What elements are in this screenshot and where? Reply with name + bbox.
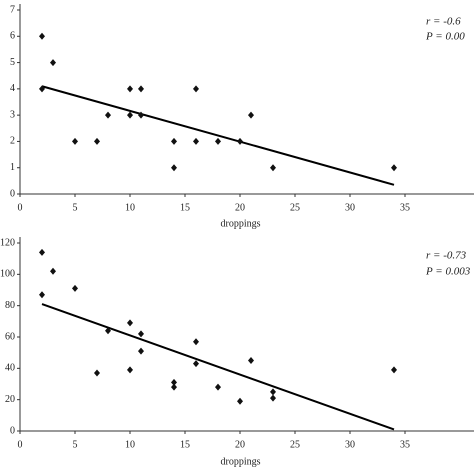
x-tick-label: 10 (125, 202, 135, 213)
y-tick-label: 3 (10, 109, 15, 120)
point (171, 164, 177, 172)
point (391, 164, 397, 172)
point (138, 330, 144, 338)
annotation: P = 0.003 (425, 266, 471, 278)
point (193, 85, 199, 93)
point (215, 383, 221, 391)
y-tick-label: 6 (10, 31, 15, 42)
x-tick-label: 35 (400, 202, 410, 213)
y-tick-label: 1 (10, 162, 15, 173)
y-tick-label: 0 (10, 188, 15, 199)
y-tick-label: 0 (10, 425, 15, 436)
x-tick-label: 15 (180, 202, 190, 213)
annotation: P = 0.00 (425, 31, 465, 43)
point (72, 284, 78, 292)
y-tick-label: 7 (10, 4, 15, 15)
x-tick-label: 0 (18, 202, 23, 213)
y-tick-label: 2 (10, 136, 15, 147)
point (237, 397, 243, 405)
point (138, 347, 144, 355)
trend-line (41, 303, 395, 431)
x-tick-label: 15 (180, 439, 190, 450)
point (39, 291, 45, 299)
x-tick-label: 35 (400, 439, 410, 450)
point (138, 111, 144, 119)
x-tick-label: 0 (18, 439, 23, 450)
x-tick-label: 20 (235, 202, 245, 213)
point (94, 369, 100, 377)
point (171, 378, 177, 386)
y-tick-label: 80 (5, 300, 15, 311)
x-tick-label: 25 (290, 202, 300, 213)
point (193, 338, 199, 346)
y-tick-label: 40 (5, 363, 15, 374)
point (171, 137, 177, 145)
x-tick-label: 5 (73, 202, 78, 213)
y-tick-label: 100 (0, 269, 15, 280)
point (105, 111, 111, 119)
point (248, 111, 254, 119)
point (127, 366, 133, 374)
x-axis-label: droppings (221, 218, 261, 229)
x-tick-label: 5 (73, 439, 78, 450)
y-tick-label: 5 (10, 57, 15, 68)
point (94, 137, 100, 145)
point (127, 111, 133, 119)
point (193, 137, 199, 145)
point (39, 85, 45, 93)
trend-line (41, 85, 395, 186)
point (39, 248, 45, 256)
point (127, 319, 133, 327)
point (138, 85, 144, 93)
x-tick-label: 30 (345, 439, 355, 450)
x-tick-label: 20 (235, 439, 245, 450)
point (270, 388, 276, 396)
point (237, 137, 243, 145)
point (391, 366, 397, 374)
point (127, 85, 133, 93)
x-tick-label: 30 (345, 202, 355, 213)
x-tick-label: 10 (125, 439, 135, 450)
point (50, 59, 56, 67)
x-tick-label: 25 (290, 439, 300, 450)
point (39, 32, 45, 40)
point (215, 137, 221, 145)
point (270, 394, 276, 402)
annotation: r = -0.6 (426, 16, 461, 28)
point (50, 267, 56, 275)
x-axis-label: droppings (221, 456, 261, 467)
y-tick-label: 120 (0, 237, 15, 248)
y-tick-label: 20 (5, 394, 15, 405)
point (105, 327, 111, 335)
point (248, 357, 254, 364)
point (171, 383, 177, 391)
y-tick-label: 60 (5, 331, 15, 342)
y-tick-label: 4 (10, 83, 15, 94)
annotation: r = -0.73 (426, 250, 467, 262)
point (270, 164, 276, 172)
point (193, 360, 199, 368)
point (72, 137, 78, 145)
